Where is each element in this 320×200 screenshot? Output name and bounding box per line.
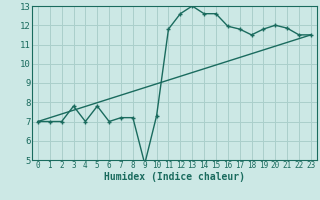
X-axis label: Humidex (Indice chaleur): Humidex (Indice chaleur) xyxy=(104,172,245,182)
